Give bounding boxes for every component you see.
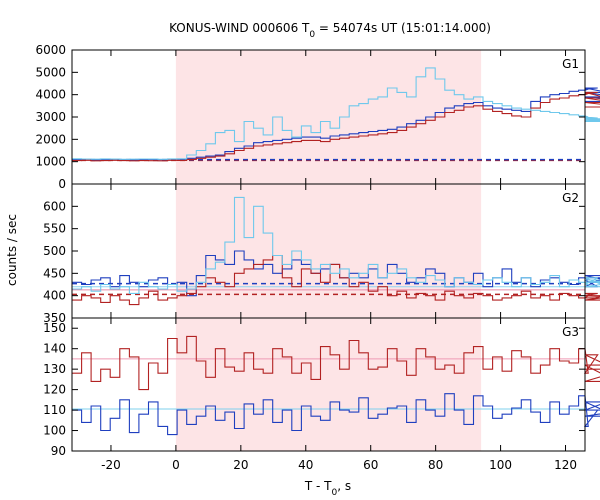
y-tick-label: 500 [43,244,66,258]
y-tick-label: 140 [43,342,66,356]
y-tick-label: 400 [43,289,66,303]
y-tick-label: 450 [43,266,66,280]
y-tick-label: 4000 [35,88,66,102]
y-tick-label: 5000 [35,65,66,79]
series-cyan [72,67,600,160]
series-red [72,335,600,391]
panel-label: G2 [562,191,579,205]
x-tick-label: 0 [172,458,180,472]
y-tick-label: 0 [58,177,66,191]
y-axis-label: counts / sec [5,214,19,286]
panel-g2: 350 400 450 500 550 600 G2 [43,183,600,325]
x-tick-label: 40 [298,458,313,472]
y-tick-label: 120 [43,383,66,397]
x-tick-label: -20 [101,458,121,472]
series-red [72,91,600,162]
y-tick-label: 1000 [35,155,66,169]
x-tick-label: 100 [489,458,512,472]
shaded-interval [175,318,482,451]
y-tick-label: 2000 [35,132,66,146]
y-tick-label: 130 [43,362,66,376]
x-tick-label: 120 [554,458,577,472]
y-tick-label: 110 [43,403,66,417]
x-tick-label: 60 [363,458,378,472]
y-tick-label: 550 [43,222,66,236]
y-tick-label: 90 [51,444,66,458]
series-blue [72,393,600,436]
panels: 0100020003000400050006000G13504004505005… [35,43,600,472]
y-tick-label: 100 [43,424,66,438]
y-tick-label: 6000 [35,43,66,57]
x-axis-label: T - T0, s [304,479,351,498]
y-tick-label: 150 [43,321,66,335]
x-tick-label: 80 [428,458,443,472]
series-cyan [72,196,600,294]
series-red [72,254,600,306]
panel-label: G1 [562,57,579,71]
chart-title: KONUS-WIND 000606 T0 = 54074s UT (15:01:… [169,21,491,40]
y-tick-label: 350 [43,311,66,325]
panel-g3: 90 100 110 120 130 140 150 G3 [43,317,600,458]
y-tick-label: 3000 [35,110,66,124]
panel-g1: 0 1000 2000 3000 4000 5000 6000 G1 [35,43,600,191]
panel-label: G3 [562,325,579,339]
x-tick-label: 20 [233,458,248,472]
panel-frame [71,317,586,452]
y-tick-label: 600 [43,199,66,213]
